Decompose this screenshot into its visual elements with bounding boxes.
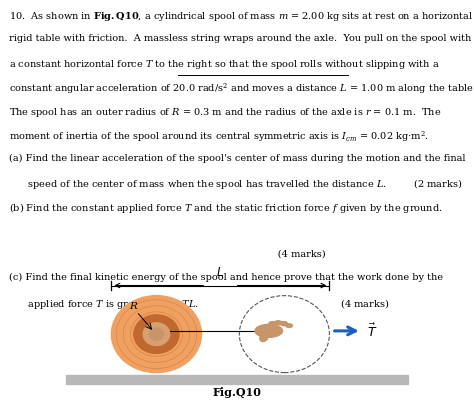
Text: constant angular acceleration of 20.0 rad/s$^2$ and moves a distance $L$ = 1.00 : constant angular acceleration of 20.0 ra…	[9, 82, 474, 96]
Circle shape	[143, 323, 170, 345]
Text: (a) Find the linear acceleration of the spool's center of mass during the motion: (a) Find the linear acceleration of the …	[9, 153, 465, 163]
Ellipse shape	[280, 322, 287, 326]
Text: (c) Find the final kinetic energy of the spool and hence prove that the work don: (c) Find the final kinetic energy of the…	[9, 273, 443, 282]
Text: (b) Find the constant applied force $T$ and the static friction force $f$ given : (b) Find the constant applied force $T$ …	[9, 201, 442, 215]
Text: rigid table with friction.  A massless string wraps around the axle.  You pull o: rigid table with friction. A massless st…	[9, 34, 471, 43]
Text: speed of the center of mass when the spool has travelled the distance $L$.      : speed of the center of mass when the spo…	[9, 177, 462, 192]
Ellipse shape	[255, 324, 283, 337]
Circle shape	[149, 328, 164, 340]
Text: The spool has an outer radius of $R$ = 0.3 m and the radius of the axle is $r$ =: The spool has an outer radius of $R$ = 0…	[9, 106, 441, 119]
Text: moment of inertia of the spool around its central symmetric axis is $I_{cm}$ = 0: moment of inertia of the spool around it…	[9, 130, 428, 144]
Text: (4 marks): (4 marks)	[9, 249, 325, 258]
Bar	[66, 375, 408, 384]
Text: $L$: $L$	[217, 266, 224, 279]
Ellipse shape	[269, 322, 276, 326]
Ellipse shape	[286, 324, 292, 327]
Circle shape	[134, 315, 179, 354]
Ellipse shape	[260, 333, 268, 341]
Text: a constant horizontal force $T$ to the right so that the spool rolls without sli: a constant horizontal force $T$ to the r…	[9, 58, 439, 71]
Ellipse shape	[274, 321, 282, 325]
Text: $\vec{T}$: $\vec{T}$	[367, 322, 378, 339]
Text: R: R	[129, 302, 137, 311]
Circle shape	[111, 296, 201, 373]
Text: Fig.Q10: Fig.Q10	[212, 386, 262, 398]
Text: 10.  As shown in $\mathbf{Fig.Q10}$, a cylindrical spool of mass $m$ = 2.00 kg s: 10. As shown in $\mathbf{Fig.Q10}$, a cy…	[9, 10, 473, 23]
Text: applied force $T$ is greater than $TL$.                                         : applied force $T$ is greater than $TL$.	[9, 297, 389, 311]
